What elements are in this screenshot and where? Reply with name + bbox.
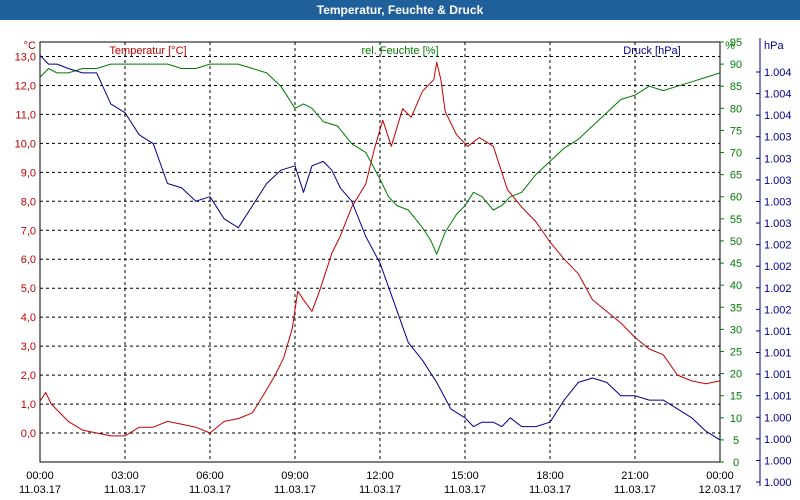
series-line-pressure [39,54,721,441]
mid-axis-tick: 15 [730,391,742,403]
x-tick-date: 11.03.17 [189,484,231,496]
left-axis-tick: 9,0 [21,167,36,179]
legend-humidity: rel. Feuchte [%] [361,45,438,57]
mid-axis-tick: 0 [733,457,739,469]
mid-axis-tick: 40 [730,280,742,292]
right-axis-tick: 1.002 [764,283,792,295]
series-line-temperature [39,61,721,437]
right-axis-tick: 1.003 [764,196,792,208]
mid-axis-tick: 70 [730,148,742,160]
x-tick-time: 06:00 [196,470,224,482]
mid-axis-tick: 65 [730,170,742,182]
right-axis-tick: 1.000 [764,455,792,467]
x-tick-time: 21:00 [621,470,649,482]
right-axis-tick: 1.003 [764,153,792,165]
right-axis-tick: 1.004 [764,89,792,101]
grid [40,42,720,462]
axes-layer: 00:00 11.03.17 03:00 11.03.17 06:00 11.03.17 0… [15,37,792,496]
x-tick-date: 11.03.17 [104,484,146,496]
x-tick-date: 11.03.17 [444,484,486,496]
window-title-bar: Temperatur, Feuchte & Druck [0,0,800,20]
x-tick-time: 18:00 [536,470,564,482]
x-tick-date: 12.03.17 [699,484,742,496]
legend-pressure: Druck [hPa] [623,45,680,57]
left-axis-tick: 11,0 [15,109,36,121]
x-tick-time: 00:00 [26,470,54,482]
x-tick-date: 11.03.17 [19,484,61,496]
series-line-humidity [39,63,721,255]
right-axis-tick: 1.001 [764,369,792,381]
right-axis-tick: 1.004 [764,110,792,122]
right-axis-unit: hPa [764,40,784,52]
x-tick-date: 11.03.17 [614,484,656,496]
x-tick-date: 11.03.17 [529,484,571,496]
right-axis-tick: 1.004 [764,67,792,79]
mid-axis-tick: 20 [730,369,742,381]
left-axis-tick: 3,0 [21,341,36,353]
mid-axis-tick: 50 [730,236,742,248]
left-axis-tick: 4,0 [21,312,36,324]
left-axis-tick: 13,0 [15,51,36,63]
mid-axis-tick: 80 [730,103,742,115]
window-title: Temperatur, Feuchte & Druck [316,3,484,17]
left-axis-tick: 2,0 [21,370,36,382]
mid-axis-tick: 35 [730,302,742,314]
right-axis-tick: 1.000 [764,434,792,446]
left-axis-tick: 10,0 [15,138,36,150]
left-axis-tick: 0,0 [21,428,36,440]
right-axis-tick: 1.000 [764,412,792,424]
right-axis-tick: 1.000 [764,477,792,489]
x-tick-date: 11.03.17 [359,484,401,496]
x-tick-time: 15:00 [451,470,479,482]
left-axis-tick: 5,0 [21,283,36,295]
mid-axis-tick: 90 [730,59,742,71]
mid-axis-tick: 75 [730,125,742,137]
mid-axis-tick: 30 [730,324,742,336]
mid-axis-tick: 45 [730,258,742,270]
series-layer [39,54,721,441]
x-tick-time: 12:00 [366,470,394,482]
mid-axis-tick: 55 [730,214,742,226]
mid-axis-tick: 5 [733,435,739,447]
right-axis-tick: 1.002 [764,304,792,316]
left-axis-tick: 7,0 [21,225,36,237]
right-axis-tick: 1.002 [764,261,792,273]
mid-axis-tick: 60 [730,192,742,204]
x-tick-date: 11.03.17 [274,484,316,496]
left-axis-unit: °C [24,40,36,52]
right-axis-tick: 1.002 [764,240,792,252]
chart: 00:00 11.03.17 03:00 11.03.17 06:00 11.03.17 0… [15,37,792,496]
right-axis-tick: 1.003 [764,175,792,187]
left-axis-tick: 1,0 [21,399,36,411]
left-axis-tick: 12,0 [15,80,36,92]
mid-axis-tick: 25 [730,346,742,358]
right-axis-tick: 1.003 [764,218,792,230]
mid-axis-tick: 10 [730,413,742,425]
x-tick-time: 03:00 [111,470,139,482]
left-axis-tick: 8,0 [21,196,36,208]
right-axis-tick: 1.001 [764,348,792,360]
mid-axis-tick: 95 [730,37,742,49]
right-axis-tick: 1.001 [764,391,792,403]
x-tick-time: 00:00 [706,470,734,482]
right-axis-tick: 1.001 [764,326,792,338]
mid-axis-tick: 85 [730,81,742,93]
left-axis-tick: 6,0 [21,254,36,266]
mid-axis-unit: % [725,40,735,52]
legend-temperature: Temperatur [°C] [109,45,186,57]
right-axis-tick: 1.003 [764,132,792,144]
x-tick-time: 09:00 [281,470,309,482]
